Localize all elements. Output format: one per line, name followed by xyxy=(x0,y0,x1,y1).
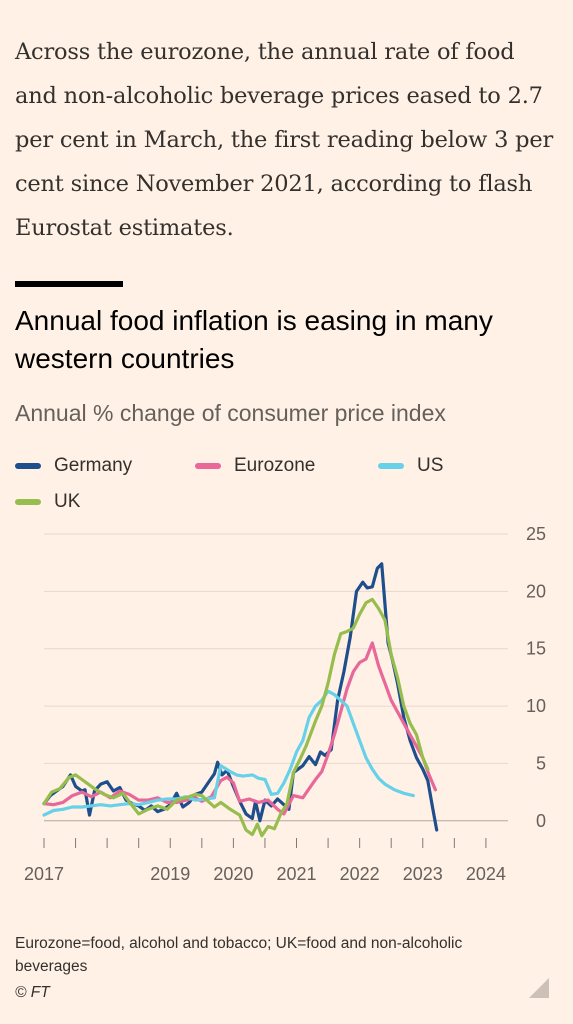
axis-layer: 0 5 10 15 20 25 2017 2019 2020 2021 2022 2023 2024 xyxy=(24,524,546,884)
series-line-eurozone xyxy=(42,641,437,816)
series-line-germany xyxy=(42,562,439,832)
x-tick-label-2023: 2023 xyxy=(403,864,443,884)
article-intro-text: Across the eurozone, the annual rate of … xyxy=(15,39,554,241)
chart-title: Annual food inflation is easing in many … xyxy=(15,305,493,374)
x-tick-label-2022: 2022 xyxy=(340,864,380,884)
y-tick-label-25: 25 xyxy=(526,524,546,544)
y-tick-label-15: 15 xyxy=(526,639,546,659)
chart-subtitle: Annual % change of consumer price index xyxy=(15,400,446,426)
legend-label-germany: Germany xyxy=(54,455,133,476)
legend-swatch-uk xyxy=(15,499,41,505)
x-tick-label-2024: 2024 xyxy=(466,864,506,884)
series-line-us xyxy=(42,689,415,817)
legend-swatch-eurozone xyxy=(195,463,221,469)
y-tick-label-20: 20 xyxy=(526,581,546,601)
y-tick-label-10: 10 xyxy=(526,696,546,716)
x-tick-label-2019: 2019 xyxy=(150,864,190,884)
y-tick-label-0: 0 xyxy=(536,811,546,831)
legend-item-eurozone: Eurozone xyxy=(195,455,315,477)
series-layer xyxy=(42,562,439,838)
y-tick-label-5: 5 xyxy=(536,753,546,773)
title-rule xyxy=(15,281,123,287)
series-line-uk xyxy=(42,597,430,838)
legend-swatch-us xyxy=(378,463,404,469)
legend-item-uk: UK xyxy=(15,491,80,513)
legend-swatch-germany xyxy=(15,463,41,469)
x-tick-label-2017: 2017 xyxy=(24,864,64,884)
chart-footnote: Eurozone=food, alcohol and tobacco; UK=f… xyxy=(15,935,463,975)
x-tick-label-2020: 2020 xyxy=(213,864,253,884)
chart-legend: Germany Eurozone US UK xyxy=(15,455,560,519)
legend-label-uk: UK xyxy=(54,491,81,512)
line-chart: 0 5 10 15 20 25 2017 2019 2020 2021 2022 2023 2024 xyxy=(24,524,546,884)
legend-label-eurozone: Eurozone xyxy=(234,455,316,476)
legend-item-us: US xyxy=(378,455,443,477)
legend-label-us: US xyxy=(417,455,444,476)
x-tick-label-2021: 2021 xyxy=(276,864,316,884)
copyright-text: © FT xyxy=(15,984,50,1001)
legend-item-germany: Germany xyxy=(15,455,132,477)
grid-layer xyxy=(44,533,508,822)
corner-mark-icon xyxy=(529,978,549,998)
